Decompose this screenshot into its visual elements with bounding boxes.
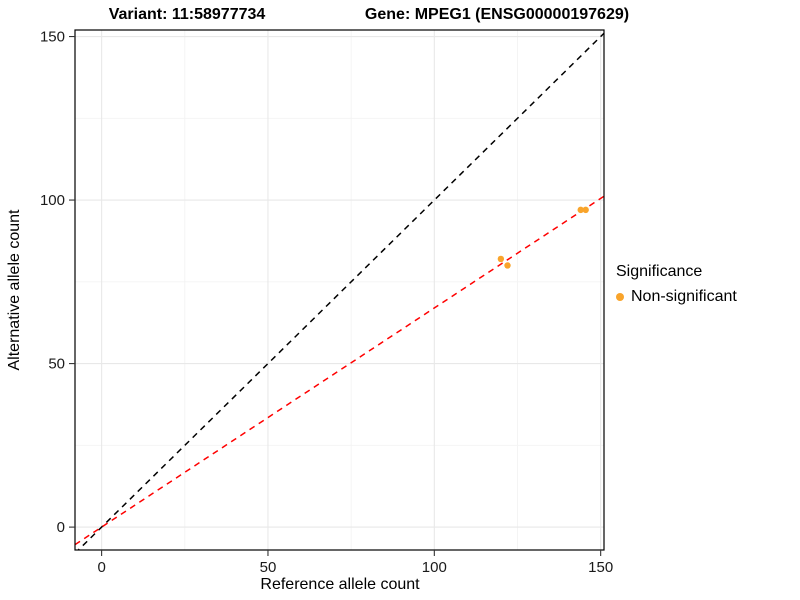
x-tick-label: 50	[260, 559, 277, 576]
chart-title-gene: Gene: MPEG1 (ENSG00000197629)	[364, 6, 630, 23]
legend-entry: Non-significant	[616, 288, 737, 306]
x-tick-label: 0	[97, 559, 105, 576]
y-tick-label: 50	[48, 356, 65, 373]
x-tick-label: 150	[588, 559, 613, 576]
data-point	[504, 262, 511, 269]
y-tick-label: 150	[40, 29, 65, 46]
identity-line	[77, 32, 604, 550]
data-point	[582, 206, 589, 214]
y-tick-label: 0	[57, 519, 65, 536]
data-point	[577, 206, 584, 214]
y-axis-label: Alternative allele count	[6, 209, 23, 371]
legend-entry-label: Non-significant	[631, 288, 737, 305]
x-tick-label: 100	[422, 559, 447, 576]
legend-point-icon	[616, 293, 624, 301]
data-point	[497, 255, 505, 263]
chart-title-variant: Variant: 11:58977734	[108, 6, 266, 23]
legend: Significance Non-significant	[616, 263, 737, 306]
panel-border	[74, 29, 605, 551]
plot-panel	[75, 30, 604, 550]
legend-title: Significance	[616, 263, 703, 280]
x-axis-label: Reference allele count	[260, 576, 420, 593]
y-tick-label: 100	[40, 192, 65, 209]
